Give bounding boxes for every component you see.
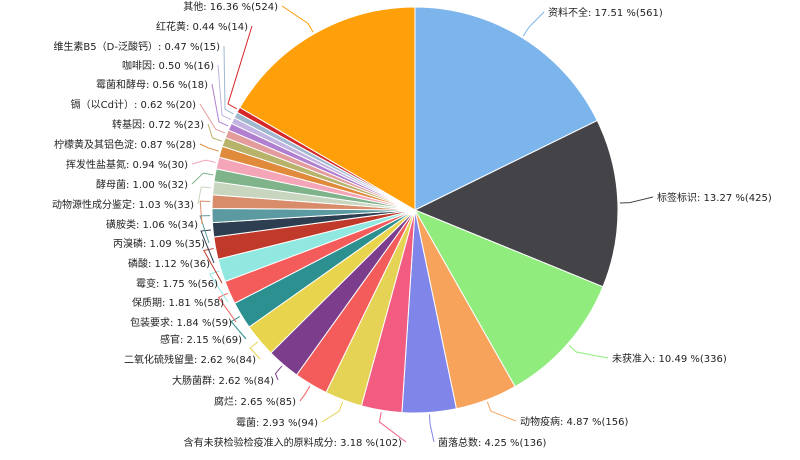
slice-label: 挥发性盐基氮: 0.94 %(30) <box>66 158 188 171</box>
slice-label: 其他: 16.36 %(524) <box>183 0 278 13</box>
leader-line <box>191 159 216 165</box>
leader-line <box>207 123 223 142</box>
leader-line <box>249 341 261 360</box>
slice-label: 二氧化硫残留量: 2.62 %(84) <box>124 353 256 366</box>
slice-label: 红花黄: 0.44 %(14) <box>156 20 248 33</box>
leader-line <box>227 25 253 110</box>
leader-line <box>230 315 247 340</box>
pie-slice <box>239 6 416 211</box>
pie-slice <box>413 208 604 388</box>
slice-label: 腐烂: 2.65 %(85) <box>214 395 296 408</box>
slice-label: 镉（以Cd计）: 0.62 %(20) <box>71 98 196 111</box>
slice-label: 含有未获检验检疫准入的原料成分: 3.18 %(102) <box>184 436 402 449</box>
pie-slices <box>211 6 619 414</box>
slice-label: 大肠菌群: 2.62 %(84) <box>172 374 274 387</box>
slice-label: 磷酸: 1.12 %(36) <box>128 257 210 270</box>
slice-label: 标签标识: 13.27 %(425) <box>657 191 772 204</box>
leader-line <box>217 64 232 121</box>
leader-line <box>191 172 214 185</box>
slice-label: 霉菌: 2.93 %(94) <box>236 417 318 429</box>
leader-line <box>568 345 609 359</box>
slice-label: 柠檬黄及其铝色淀: 0.87 %(28) <box>54 138 196 151</box>
leader-line <box>321 401 344 423</box>
slice-label: 转基因: 0.72 %(23) <box>112 118 204 131</box>
pie-slice <box>414 6 598 211</box>
slice-label: 未获准入: 10.49 %(336) <box>612 353 727 365</box>
leader-line <box>378 412 407 443</box>
leader-line <box>211 83 229 127</box>
leader-line <box>217 292 237 323</box>
leader-lines <box>191 5 654 443</box>
slice-label: 保质期: 1.81 %(58) <box>132 296 224 309</box>
slice-label: 感官: 2.15 %(69) <box>160 333 242 346</box>
slice-label: 维生素B5（D-泛酸钙）: 0.47 %(15) <box>53 40 220 53</box>
slice-label: 磺胺类: 1.06 %(34) <box>106 218 198 231</box>
slice-label: 咖啡因: 0.50 %(16) <box>122 60 214 72</box>
leader-line <box>274 365 283 381</box>
leader-line <box>428 414 435 443</box>
slice-label: 丙溴磷: 1.09 %(35) <box>113 237 205 250</box>
slice-label: 动物源性成分鉴定: 1.03 %(33) <box>52 198 194 211</box>
leader-line <box>200 229 215 264</box>
slice-label: 包装要求: 1.84 %(59) <box>130 316 232 329</box>
leader-line <box>197 186 212 205</box>
slice-label: 菌落总数: 4.25 %(136) <box>438 436 546 449</box>
leader-line <box>199 200 211 225</box>
leader-line <box>486 401 517 422</box>
leader-line <box>522 11 545 37</box>
slice-label: 动物疫病: 4.87 %(156) <box>520 415 628 428</box>
leader-line <box>203 248 223 284</box>
leader-line <box>619 196 654 204</box>
slice-label: 霉菌和酵母: 0.56 %(18) <box>96 79 208 91</box>
pie-slice <box>413 119 619 288</box>
slice-label: 资料不全: 17.51 %(561) <box>548 6 663 19</box>
slice-labels: 资料不全: 17.51 %(561) 标签标识: 13.27 %(425) 未获准入… <box>52 0 772 449</box>
slice-label: 霉变: 1.75 %(56) <box>136 277 218 290</box>
leader-line <box>199 143 219 152</box>
leader-line <box>199 103 226 134</box>
leader-line <box>299 385 311 402</box>
leader-line <box>281 5 314 33</box>
leader-line <box>199 215 211 244</box>
slice-label: 酵母菌: 1.00 %(32) <box>96 179 188 191</box>
leader-line <box>223 45 235 115</box>
